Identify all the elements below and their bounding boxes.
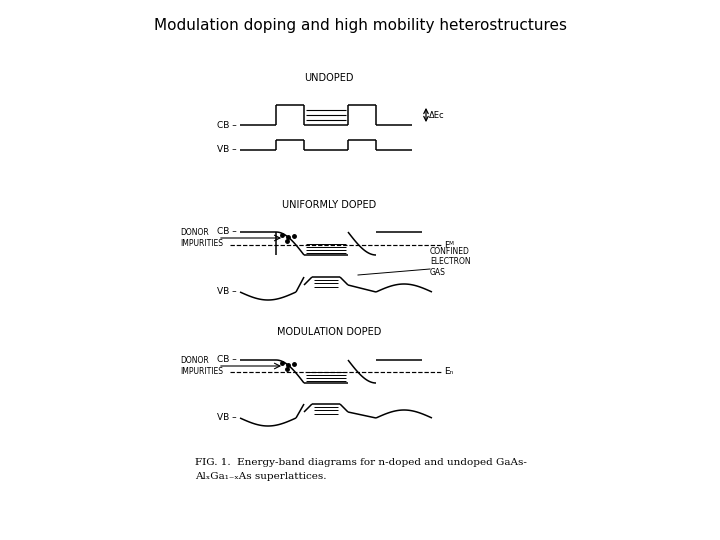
Text: AlₓGa₁₋ₓAs superlattices.: AlₓGa₁₋ₓAs superlattices. xyxy=(195,472,326,481)
Text: CB –: CB – xyxy=(217,227,237,237)
Text: VB –: VB – xyxy=(217,145,237,154)
Text: Modulation doping and high mobility heterostructures: Modulation doping and high mobility hete… xyxy=(153,18,567,33)
Text: MODULATION DOPED: MODULATION DOPED xyxy=(276,327,381,337)
Text: UNIFORMLY DOPED: UNIFORMLY DOPED xyxy=(282,200,376,210)
Text: FIG. 1.  Energy-band diagrams for n-doped and undoped GaAs-: FIG. 1. Energy-band diagrams for n-doped… xyxy=(195,458,527,467)
Text: DONOR
IMPURITIES: DONOR IMPURITIES xyxy=(180,356,223,376)
Text: Eₙ: Eₙ xyxy=(444,368,454,376)
Text: CONFINED
ELECTRON
GAS: CONFINED ELECTRON GAS xyxy=(430,247,471,277)
Text: VB –: VB – xyxy=(217,414,237,422)
Text: CB –: CB – xyxy=(217,120,237,130)
Text: DONOR
IMPURITIES: DONOR IMPURITIES xyxy=(180,228,223,248)
Text: UNDOPED: UNDOPED xyxy=(305,73,354,83)
Text: ΔEc: ΔEc xyxy=(429,111,445,119)
Text: CB –: CB – xyxy=(217,355,237,364)
Text: Fᴹ: Fᴹ xyxy=(444,240,454,249)
Text: VB –: VB – xyxy=(217,287,237,296)
